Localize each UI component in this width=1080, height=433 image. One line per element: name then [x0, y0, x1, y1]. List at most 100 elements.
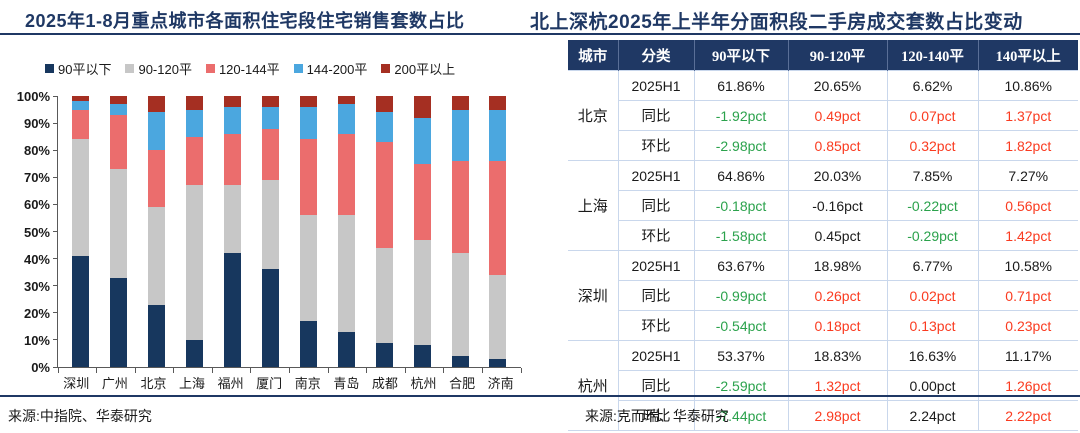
bar-segment: [375, 142, 393, 248]
y-axis-tick: [53, 95, 58, 97]
value-cell: 2.22pct: [977, 400, 1078, 431]
table-row: 上海 2025H1 64.86% 20.03% 7.85% 7.27%: [568, 160, 1078, 251]
bar-segment: [148, 96, 166, 113]
y-axis-label: 70%: [23, 170, 50, 186]
x-axis-label: 深圳: [63, 376, 90, 391]
bar-segment: [72, 255, 90, 367]
value-cell: -1.58pct: [693, 220, 789, 251]
bar-segment: [413, 96, 431, 118]
y-axis-tick: [53, 285, 58, 287]
value-cell: 6.62%: [886, 70, 979, 101]
x-axis-tick: [211, 368, 213, 373]
y-axis-label: 30%: [23, 278, 50, 294]
y-axis-label: 50%: [23, 224, 50, 240]
bar-stack: [261, 96, 279, 367]
bar-segment: [489, 96, 507, 110]
bar-segment: [110, 104, 128, 115]
bar-segment: [72, 96, 90, 102]
value-cell: 0.02pct: [886, 280, 979, 311]
bar-segment: [489, 274, 507, 359]
value-cell: 64.86%: [693, 160, 789, 191]
legend-item: 90平以下: [45, 59, 111, 78]
table-row: 环比 -7.44pct 2.98pct 2.24pct 2.22pct: [568, 400, 1078, 431]
bar-segment: [451, 96, 469, 110]
value-cell: 0.23pct: [977, 310, 1078, 341]
bar-segment: [72, 101, 90, 110]
x-axis-label: 广州: [101, 376, 128, 391]
category-cell: 2025H1: [617, 250, 695, 281]
value-cell: -0.29pct: [886, 220, 979, 251]
legend-color-swatch: [125, 64, 135, 73]
value-cell: 0.49pct: [787, 100, 888, 131]
legend-item: 200平以上: [381, 59, 455, 78]
value-cell: -2.98pct: [693, 130, 789, 161]
bar-segment: [375, 342, 393, 367]
bar-segment: [110, 115, 128, 170]
table-header-cell: 120-140平: [887, 40, 979, 71]
y-axis-tick: [53, 176, 58, 178]
value-cell: 2.24pct: [886, 400, 979, 431]
bar-segment: [489, 358, 507, 367]
x-axis-label: 青岛: [333, 376, 360, 391]
legend-item: 120-144平: [205, 59, 280, 78]
bar-segment: [224, 106, 242, 134]
table-row: 杭州 2025H1 53.37% 18.83% 16.63% 11.17%: [568, 340, 1078, 431]
x-axis-label: 北京: [140, 376, 167, 391]
city-cell: 深圳: [568, 250, 619, 341]
bar-segment: [337, 133, 355, 216]
value-cell: 1.37pct: [977, 100, 1078, 131]
x-axis-tick: [443, 368, 445, 373]
bar-segment: [413, 117, 431, 164]
x-axis-label: 厦门: [256, 376, 283, 391]
bar-segment: [299, 139, 317, 216]
bar-stack: [186, 96, 204, 367]
x-axis-tick: [404, 368, 406, 373]
x-axis-tick: [96, 368, 98, 373]
bar-segment: [110, 169, 128, 278]
table-row: 北京 2025H1 61.86% 20.65% 6.62% 10.86%: [568, 70, 1078, 161]
table-row: 同比 -0.18pct -0.16pct -0.22pct 0.56pct: [568, 190, 1078, 221]
y-axis-tick: [53, 312, 58, 314]
bar-segment: [110, 96, 128, 105]
value-cell: 18.98%: [787, 250, 888, 281]
category-cell: 2025H1: [617, 70, 695, 101]
bar-stack: [224, 96, 242, 367]
table-title: 北上深杭2025年上半年分面积段二手房成交套数占比变动: [530, 12, 1023, 33]
table-header-cell: 分类: [618, 40, 695, 71]
value-cell: 0.18pct: [787, 310, 888, 341]
bar-segment: [186, 185, 204, 340]
value-cell: -0.99pct: [693, 280, 789, 311]
city-cell: 北京: [568, 70, 619, 161]
bar-stack: [72, 96, 90, 367]
category-cell: 环比: [618, 400, 695, 431]
table-row: 深圳 2025H1 63.67% 18.98% 6.77% 10.58%: [568, 250, 1078, 341]
table-header-row: 城市 分类 90平以下 90-120平 120-140平 140平以上: [568, 40, 1078, 71]
chart-legend: 90平以下 90-120平 120-144平 144-200平 200平以上: [45, 59, 455, 78]
value-cell: 10.58%: [977, 250, 1078, 281]
value-cell: 1.42pct: [977, 220, 1078, 251]
data-table: 城市 分类 90平以下 90-120平 120-140平 140平以上 北京 2025H1 6…: [568, 40, 1078, 431]
y-axis-tick: [53, 203, 58, 205]
x-axis-tick: [366, 368, 368, 373]
x-axis-label: 杭州: [410, 376, 437, 391]
x-axis-label: 南京: [294, 376, 321, 391]
value-cell: 2.98pct: [787, 400, 888, 431]
source-note-right: 来源:克而瑞、华泰研究: [585, 408, 729, 424]
y-axis-tick: [53, 122, 58, 124]
value-cell: 6.77%: [886, 250, 979, 281]
x-axis-labels: 深圳 广州 北京 上海 福州 厦门 南京 青岛 成都 杭州 合肥 济南: [57, 373, 520, 392]
table-row: 同比 -0.99pct 0.26pct 0.02pct 0.71pct: [568, 280, 1078, 311]
bar-stack: [299, 96, 317, 367]
bar-segment: [148, 150, 166, 208]
category-cell: 环比: [618, 310, 695, 341]
bar-segment: [375, 96, 393, 113]
bar-segment: [186, 339, 204, 367]
table-panel: 城市 分类 90平以下 90-120平 120-140平 140平以上 北京 2025H1 6…: [568, 40, 1078, 431]
bar-segment: [413, 163, 431, 240]
bar-stack: [337, 96, 355, 367]
y-axis-label: 80%: [23, 143, 50, 159]
value-cell: 18.83%: [787, 340, 888, 371]
table-body: 北京 2025H1 61.86% 20.65% 6.62% 10.86% 同比 -1.92pc…: [568, 70, 1078, 431]
bar-segment: [224, 133, 242, 186]
bar-segment: [148, 112, 166, 151]
